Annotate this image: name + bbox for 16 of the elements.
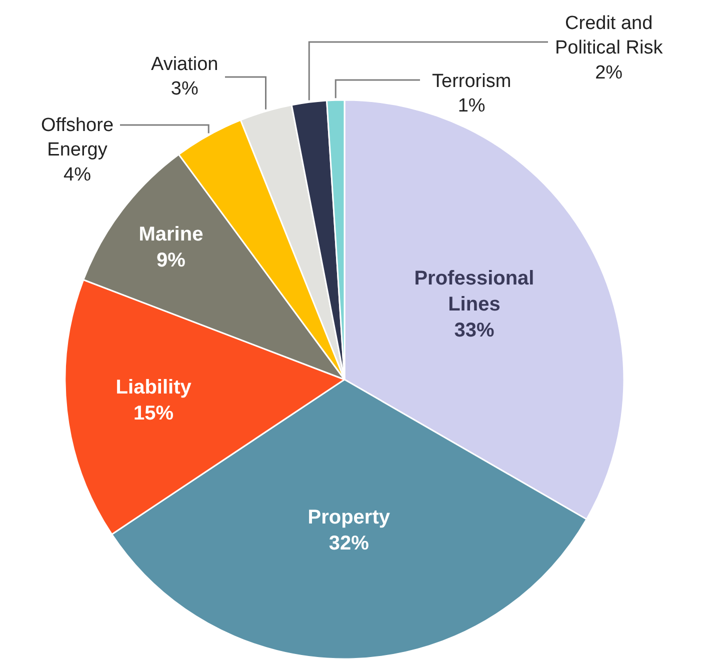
- data-label: 2%: [595, 62, 623, 84]
- data-label: 33%: [454, 320, 494, 342]
- slice-label: Terrorism: [432, 71, 512, 92]
- data-label: 4%: [64, 164, 92, 186]
- slice-label: Credit and Political Risk: [555, 13, 664, 59]
- slice-label: Professional Lines: [414, 268, 534, 316]
- slice-label: Aviation: [151, 54, 218, 75]
- slice-label: Marine: [138, 223, 204, 246]
- slice-label: Property: [308, 506, 391, 529]
- slice-label: Liability: [116, 376, 192, 399]
- data-label: 32%: [328, 532, 370, 555]
- data-label: 15%: [134, 402, 174, 425]
- data-label: 9%: [156, 249, 186, 272]
- data-label: 1%: [458, 96, 486, 117]
- slice-label: Offshore Energy: [41, 115, 114, 161]
- data-label: 3%: [170, 78, 198, 100]
